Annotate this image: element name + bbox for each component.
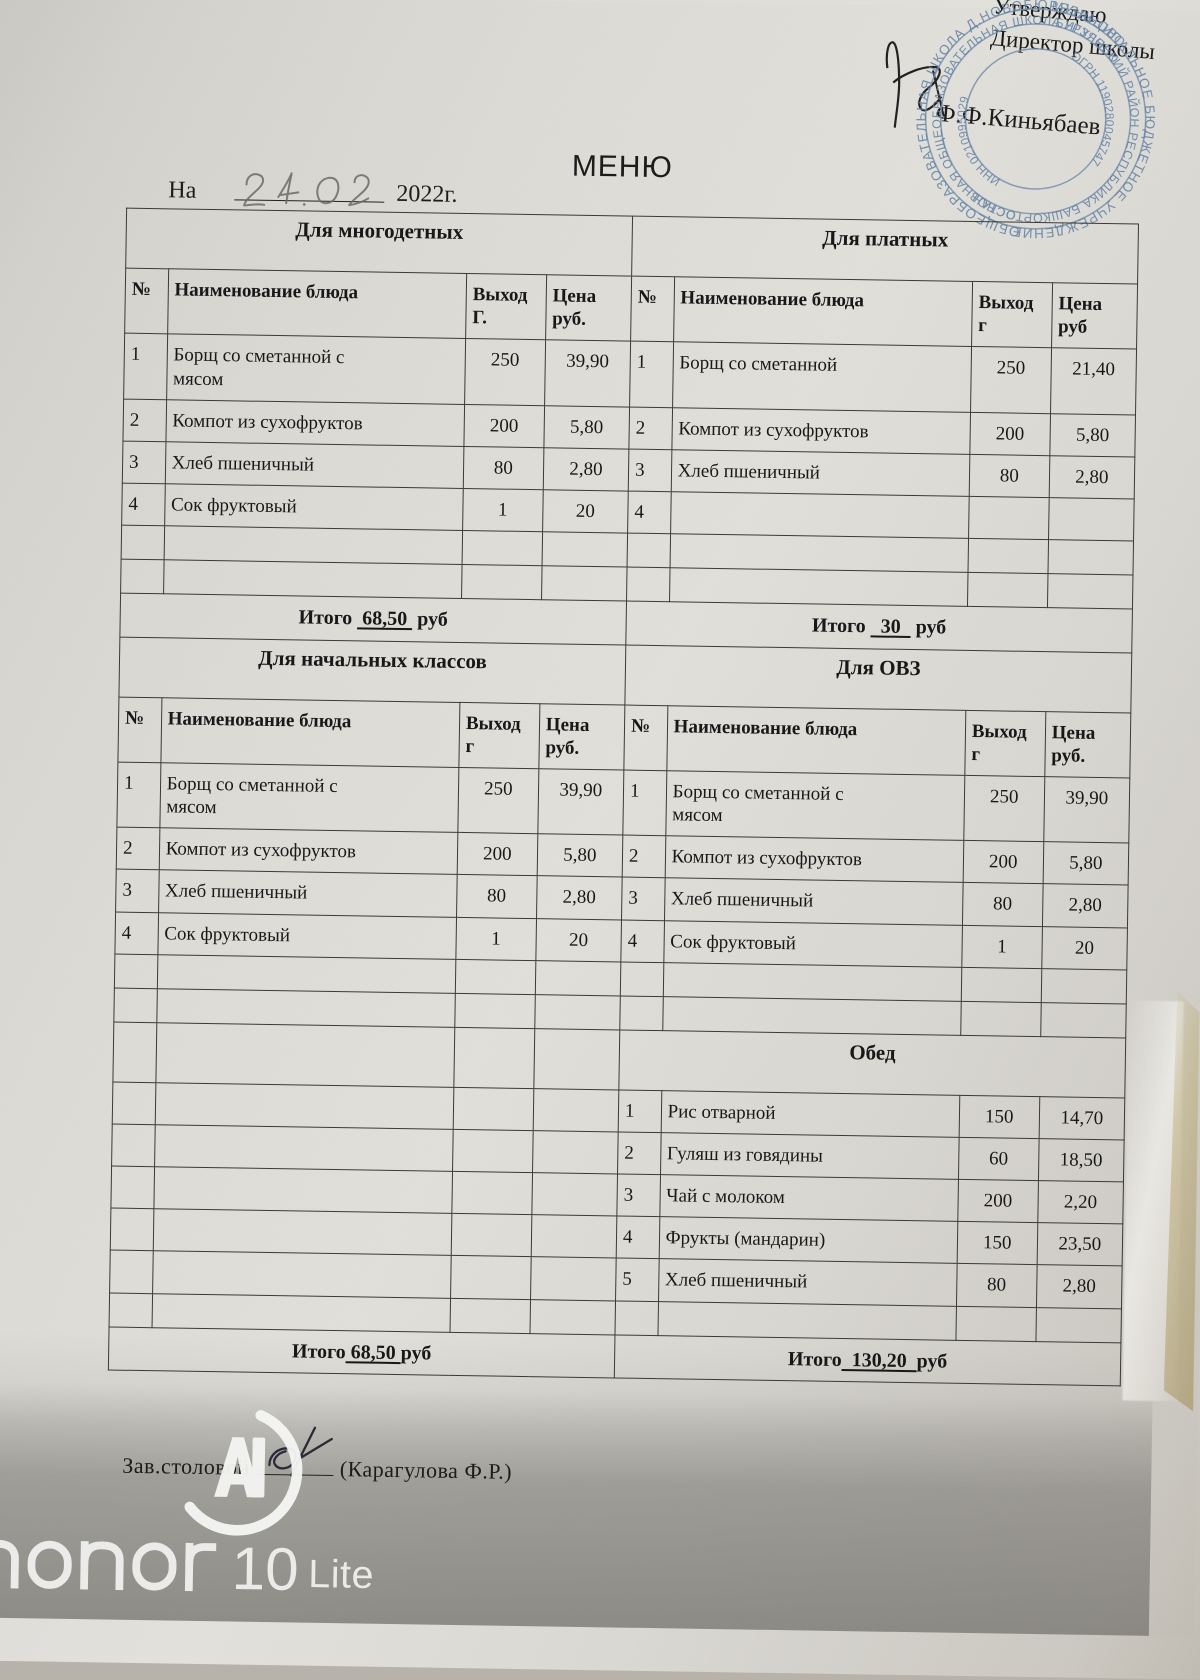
svg-text:Lite: Lite [308, 1552, 374, 1597]
svg-text:ОГРН 1190280045747: ОГРН 1190280045747 [1067, 49, 1118, 169]
svg-text:10: 10 [231, 1535, 299, 1603]
